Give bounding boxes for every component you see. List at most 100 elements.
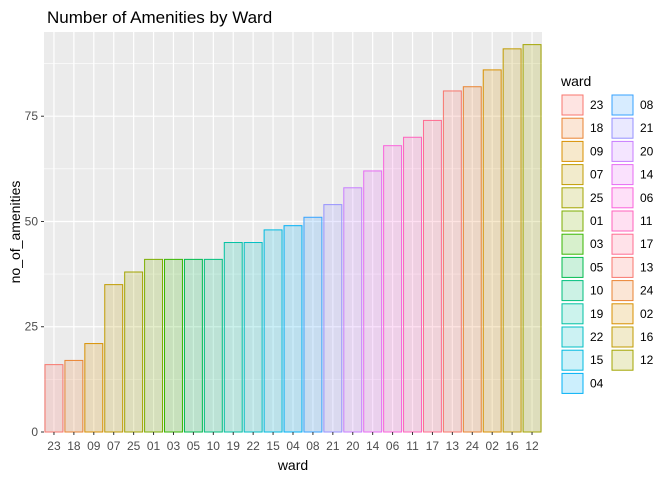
bar-06: [383, 145, 403, 433]
bar-18: [64, 359, 84, 433]
legend: ward 23 18 09 07 25 01 03 05 10 19 22 15 04 08 21 20 14 0…: [560, 73, 654, 394]
legend-key-24: [611, 280, 634, 302]
legend-key-09: [561, 140, 584, 162]
legend-key-19: [561, 303, 584, 325]
legend-key-10: [561, 280, 584, 302]
legend-label: 07: [590, 168, 604, 182]
x-tick-label: 04: [286, 439, 300, 453]
bar-23: [44, 364, 64, 433]
legend-label: 20: [640, 144, 654, 158]
y-axis: 0 25 50 75: [25, 109, 44, 439]
x-tick-label: 14: [366, 439, 380, 453]
x-tick-label: 07: [107, 439, 121, 453]
bar-20: [343, 187, 363, 433]
legend-label: 16: [640, 330, 654, 344]
legend-label: 24: [640, 284, 654, 298]
legend-label: 17: [640, 237, 654, 251]
x-tick-label: 18: [67, 439, 81, 453]
bar-04: [283, 225, 303, 433]
legend-key-17: [611, 233, 634, 255]
legend-label: 06: [640, 191, 654, 205]
bar-09: [84, 343, 104, 433]
bar-01: [144, 258, 164, 433]
x-tick-label: 17: [426, 439, 440, 453]
legend-key-04: [561, 372, 584, 394]
y-axis-title: no_of_amenities: [7, 181, 23, 284]
bar-08: [303, 216, 323, 433]
chart-title: Number of Amenities by Ward: [47, 8, 272, 27]
bar-16: [502, 48, 522, 433]
legend-label: 23: [590, 98, 604, 112]
legend-key-02: [611, 303, 634, 325]
x-tick-label: 21: [326, 439, 340, 453]
legend-label: 14: [640, 168, 654, 182]
legend-key-25: [561, 187, 584, 209]
x-tick-label: 13: [446, 439, 460, 453]
bar-02: [482, 69, 502, 433]
legend-label: 22: [590, 330, 604, 344]
legend-key-22: [561, 326, 584, 348]
legend-label: 02: [640, 307, 654, 321]
legend-label: 15: [590, 353, 604, 367]
legend-key-21: [611, 117, 634, 139]
y-tick-label: 0: [31, 425, 38, 439]
y-tick-label: 50: [25, 214, 39, 228]
bar-22: [243, 242, 263, 433]
legend-key-08: [611, 94, 634, 116]
x-tick-label: 08: [306, 439, 320, 453]
legend-label: 01: [590, 214, 604, 228]
x-tick-label: 20: [346, 439, 360, 453]
legend-label: 10: [590, 284, 604, 298]
bars: [44, 44, 542, 433]
legend-key-11: [611, 210, 634, 232]
x-tick-label: 25: [127, 439, 141, 453]
legend-key-03: [561, 233, 584, 255]
x-tick-label: 23: [47, 439, 61, 453]
legend-label: 05: [590, 260, 604, 274]
legend-label: 09: [590, 144, 604, 158]
x-tick-label: 05: [187, 439, 201, 453]
bar-21: [323, 204, 343, 433]
legend-key-18: [561, 117, 584, 139]
x-axis: 23 18 09 07 25 01 03 05 10 19 22 15 04 08 21 20 14 06 11 17…: [47, 432, 539, 453]
x-tick-label: 11: [406, 439, 419, 453]
bar-07: [104, 284, 124, 433]
x-tick-label: 16: [505, 439, 519, 453]
y-tick-label: 75: [25, 109, 39, 123]
grid-major: [44, 32, 542, 433]
x-tick-label: 22: [246, 439, 260, 453]
legend-label: 12: [640, 353, 654, 367]
legend-label: 21: [640, 121, 654, 135]
bar-05: [183, 258, 203, 433]
legend-key-13: [611, 256, 634, 278]
bar-19: [223, 242, 243, 433]
bar-11: [403, 136, 422, 433]
x-axis-title: ward: [277, 457, 308, 473]
x-tick-label: 12: [525, 439, 539, 453]
legend-label: 11: [640, 214, 653, 228]
bar-24: [462, 86, 482, 433]
legend-label: 04: [590, 376, 604, 390]
legend-key-15: [561, 349, 584, 371]
x-tick-label: 01: [147, 439, 161, 453]
x-tick-label: 15: [266, 439, 280, 453]
x-tick-label: 02: [486, 439, 500, 453]
x-tick-label: 09: [87, 439, 101, 453]
x-tick-label: 19: [227, 439, 241, 453]
bar-25: [124, 271, 144, 433]
bar-17: [422, 119, 442, 433]
bar-13: [442, 90, 462, 433]
x-tick-label: 24: [466, 439, 480, 453]
bar-03: [164, 258, 183, 433]
legend-key-23: [561, 94, 584, 116]
x-tick-label: 10: [207, 439, 221, 453]
legend-title: ward: [560, 73, 591, 89]
legend-key-16: [611, 326, 634, 348]
legend-key-20: [611, 140, 634, 162]
bar-14: [363, 170, 383, 433]
x-tick-label: 03: [167, 439, 181, 453]
legend-key-01: [561, 210, 584, 232]
legend-label: 19: [590, 307, 604, 321]
